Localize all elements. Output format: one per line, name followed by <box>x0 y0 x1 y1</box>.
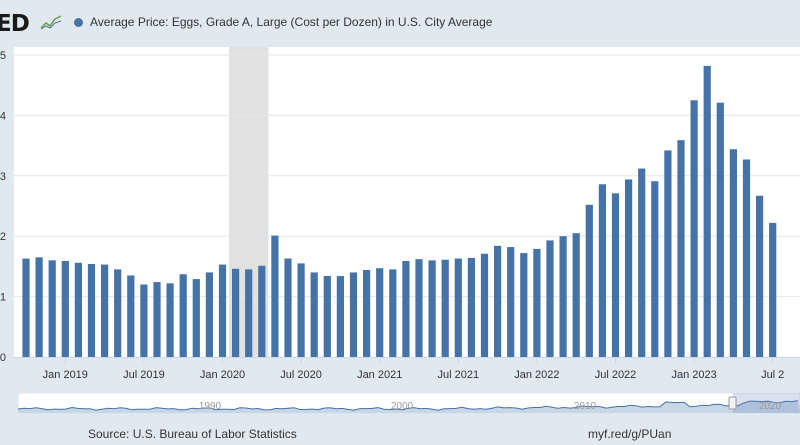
bar[interactable] <box>127 275 135 357</box>
navigator-label: 2000 <box>391 401 414 412</box>
bar[interactable] <box>349 272 358 357</box>
x-tick-label: Jan 2021 <box>357 369 402 381</box>
bar[interactable] <box>742 159 751 357</box>
y-tick-label: 4 <box>0 110 6 122</box>
bar[interactable] <box>415 259 423 357</box>
bar[interactable] <box>651 181 659 357</box>
bar[interactable] <box>232 268 240 357</box>
source-text: Source: U.S. Bureau of Labor Statistics <box>88 427 297 441</box>
x-tick-label: Jul 2021 <box>438 369 480 381</box>
bar[interactable] <box>179 274 187 357</box>
bar[interactable] <box>611 193 620 357</box>
bar[interactable] <box>716 102 724 357</box>
bar[interactable] <box>729 149 737 357</box>
bar[interactable] <box>389 269 397 357</box>
bar[interactable] <box>402 260 410 357</box>
line-chart-icon <box>40 15 62 30</box>
y-tick-label: 5 <box>0 50 6 62</box>
navigator-selection[interactable] <box>733 393 800 413</box>
bar[interactable] <box>166 283 174 357</box>
navigator-label: 2010 <box>574 401 597 412</box>
bar[interactable] <box>22 258 30 357</box>
bar[interactable] <box>428 260 436 357</box>
bar[interactable] <box>284 258 292 357</box>
x-tick-label: Jan 2022 <box>514 369 559 381</box>
bar[interactable] <box>638 168 646 357</box>
legend[interactable]: Average Price: Eggs, Grade A, Large (Cos… <box>74 15 492 29</box>
bar[interactable] <box>441 259 449 357</box>
bar[interactable] <box>35 257 43 357</box>
fred-logo[interactable]: ED <box>0 11 30 37</box>
bar[interactable] <box>336 276 344 357</box>
x-tick-label: Jul 2020 <box>280 369 322 381</box>
bar[interactable] <box>598 184 606 357</box>
bar[interactable] <box>572 233 580 357</box>
bar[interactable] <box>756 195 764 357</box>
bar[interactable] <box>677 140 685 357</box>
navigator-area <box>18 400 800 413</box>
bar[interactable] <box>625 179 633 357</box>
navigator-label: 2020 <box>759 401 782 412</box>
x-tick-label: Jul 2022 <box>595 369 637 381</box>
bar[interactable] <box>218 264 227 357</box>
bar[interactable] <box>258 265 266 357</box>
bar[interactable] <box>271 235 279 357</box>
bar[interactable] <box>664 150 672 357</box>
x-tick-label: Jan 2023 <box>671 369 716 381</box>
bar[interactable] <box>703 65 711 357</box>
y-tick-label: 2 <box>0 231 6 243</box>
bar[interactable] <box>480 253 489 357</box>
bar[interactable] <box>48 260 56 357</box>
x-tick-label: Jul 2 <box>761 369 784 381</box>
bar[interactable] <box>559 236 567 357</box>
bar[interactable] <box>192 279 200 357</box>
bar[interactable] <box>87 263 96 357</box>
bar[interactable] <box>245 269 253 357</box>
chart-header: ED Average Price: Eggs, Grade A, Large (… <box>0 0 800 46</box>
bar[interactable] <box>297 263 305 357</box>
bar[interactable] <box>74 262 82 357</box>
bar[interactable] <box>546 240 554 357</box>
bar[interactable] <box>61 260 69 357</box>
y-tick-label: 0 <box>0 352 6 364</box>
bar[interactable] <box>520 253 528 357</box>
bar[interactable] <box>363 270 371 357</box>
bar[interactable] <box>494 245 502 357</box>
navigator-label: 1990 <box>199 401 222 412</box>
bar[interactable] <box>376 268 384 357</box>
bar[interactable] <box>533 248 541 357</box>
x-tick-label: Jul 2019 <box>123 369 165 381</box>
bar[interactable] <box>585 204 593 357</box>
short-link[interactable]: myf.red/g/PUan <box>588 427 672 441</box>
bar[interactable] <box>467 257 475 357</box>
bar[interactable] <box>153 282 161 357</box>
x-tick-label: Jan 2020 <box>200 369 245 381</box>
y-tick-label: 1 <box>0 292 6 304</box>
bar[interactable] <box>323 276 331 357</box>
bar[interactable] <box>310 272 318 357</box>
navigator-handle-left[interactable] <box>728 396 737 410</box>
bar[interactable] <box>690 100 698 358</box>
legend-swatch <box>74 17 83 27</box>
bar[interactable] <box>140 284 148 357</box>
legend-label: Average Price: Eggs, Grade A, Large (Cos… <box>90 15 493 29</box>
bar[interactable] <box>454 258 462 357</box>
navigator-series <box>17 400 799 411</box>
x-tick-label: Jan 2019 <box>43 369 88 381</box>
bar[interactable] <box>507 247 515 357</box>
y-tick-label: 3 <box>0 171 6 183</box>
bar[interactable] <box>205 272 213 357</box>
bar[interactable] <box>101 264 109 357</box>
bar[interactable] <box>114 269 122 357</box>
bar[interactable] <box>769 222 777 357</box>
